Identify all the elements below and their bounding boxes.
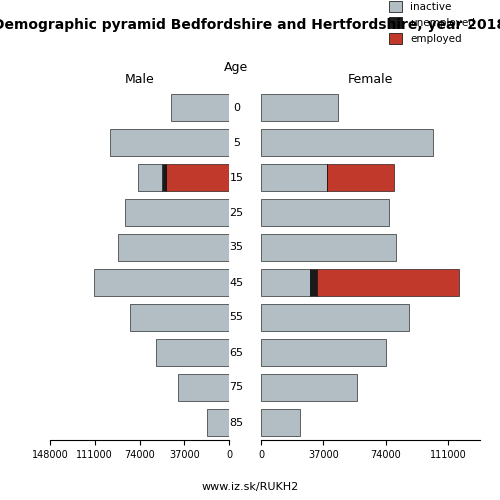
Bar xyxy=(318,270,459,295)
Bar xyxy=(178,374,229,400)
Bar xyxy=(261,340,386,365)
Text: www.iz.sk/RUKH2: www.iz.sk/RUKH2 xyxy=(202,482,298,492)
Bar xyxy=(261,94,338,120)
Text: 45: 45 xyxy=(230,278,243,287)
Bar xyxy=(138,164,162,190)
Text: 15: 15 xyxy=(230,172,243,182)
Bar xyxy=(125,200,229,226)
Title: Female: Female xyxy=(348,73,393,86)
Text: 65: 65 xyxy=(230,348,243,358)
Text: 5: 5 xyxy=(233,138,240,147)
Bar xyxy=(162,164,166,190)
Bar xyxy=(130,304,229,330)
Bar xyxy=(261,410,300,436)
Bar xyxy=(261,270,310,295)
Bar xyxy=(118,234,229,260)
Text: 85: 85 xyxy=(230,418,243,428)
Text: 75: 75 xyxy=(230,382,243,392)
Legend: inactive, unemployed, employed: inactive, unemployed, employed xyxy=(385,0,479,48)
Bar xyxy=(207,410,229,436)
Bar xyxy=(171,94,229,120)
Bar xyxy=(261,164,326,190)
Bar xyxy=(110,130,229,156)
Title: Male: Male xyxy=(124,73,154,86)
Text: 55: 55 xyxy=(230,312,243,322)
Bar xyxy=(166,164,229,190)
Text: 0: 0 xyxy=(233,102,240,113)
Bar xyxy=(261,304,409,330)
Bar xyxy=(261,200,389,226)
Text: 25: 25 xyxy=(230,208,243,218)
Bar xyxy=(310,270,318,295)
Bar xyxy=(156,340,229,365)
Bar xyxy=(94,270,229,295)
Bar xyxy=(261,130,433,156)
Bar xyxy=(326,164,394,190)
Text: Age: Age xyxy=(224,61,248,74)
Text: Demographic pyramid Bedfordshire and Hertfordshire, year 2018: Demographic pyramid Bedfordshire and Her… xyxy=(0,18,500,32)
Bar xyxy=(261,234,396,260)
Text: 35: 35 xyxy=(230,242,243,252)
Bar xyxy=(261,374,357,400)
